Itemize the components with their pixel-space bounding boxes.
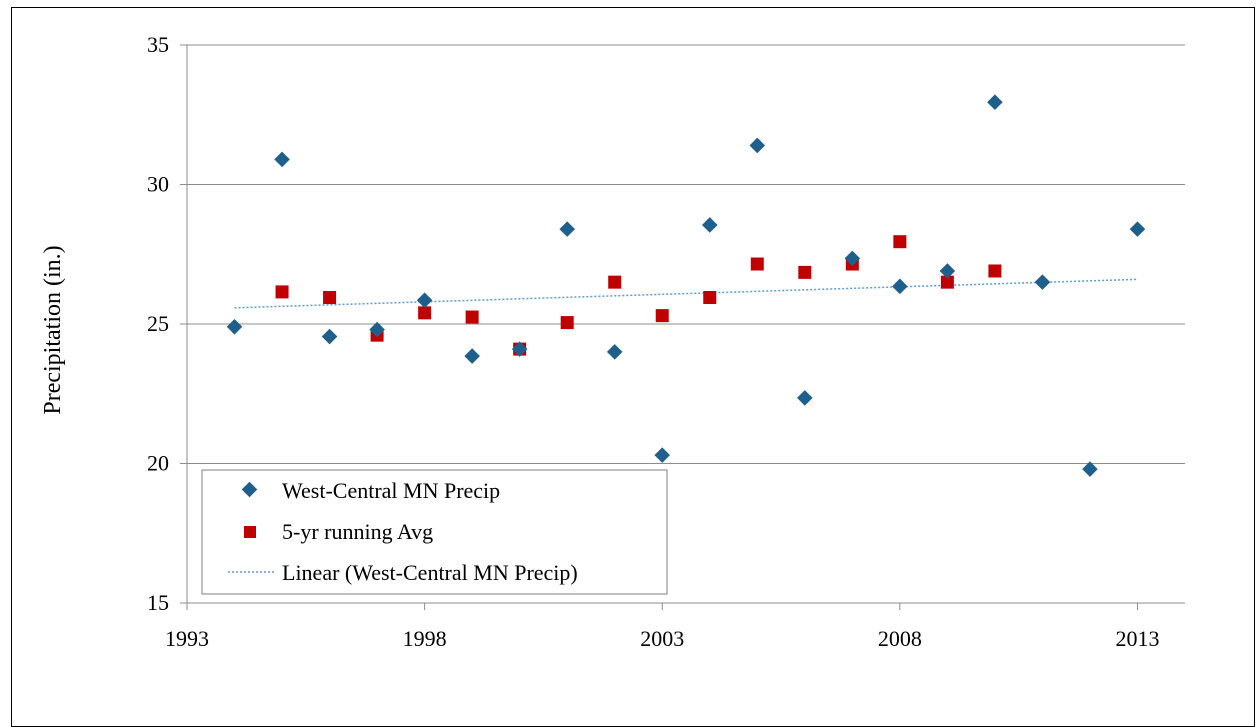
y-tick-labels: 15 20 25 30 35 — [147, 32, 169, 615]
x-tick-label-1993: 1993 — [165, 626, 209, 651]
precipitation-chart: 15 20 25 30 35 1993 1998 2003 2008 2013 Precipit… — [40, 32, 1185, 651]
legend-entry-precip: West-Central MN Precip — [241, 478, 500, 503]
precip-point-1994 — [226, 319, 243, 335]
data-marks — [226, 94, 1146, 477]
precip-point-2010 — [987, 94, 1003, 110]
y-tick-label-30: 30 — [147, 172, 169, 197]
legend-diamond-icon — [241, 481, 258, 498]
legend-label-linear: Linear (West-Central MN Precip) — [282, 560, 578, 585]
precip-point-2004 — [701, 217, 718, 233]
legend-square-icon — [244, 526, 256, 538]
y-axis-title: Precipitation (in.) — [40, 245, 66, 414]
running-avg-point-1999 — [465, 310, 479, 324]
precip-point-2003 — [654, 447, 671, 463]
legend-label-precip: West-Central MN Precip — [282, 478, 500, 503]
x-tick-label-1998: 1998 — [403, 626, 447, 651]
x-tick-labels: 1993 1998 2003 2008 2013 — [165, 626, 1159, 651]
x-tick-label-2013: 2013 — [1115, 626, 1159, 651]
gridlines — [187, 44, 1185, 464]
precip-point-2002 — [606, 344, 623, 360]
x-tick-label-2008: 2008 — [878, 626, 922, 651]
running-avg-point-1996 — [323, 290, 337, 304]
precip-point-1996 — [321, 328, 338, 345]
precip-point-2008 — [892, 278, 908, 295]
y-tick-label-25: 25 — [147, 311, 169, 336]
legend-label-running-avg: 5-yr running Avg — [282, 519, 433, 544]
precip-point-2013 — [1129, 221, 1146, 237]
legend-box — [201, 469, 668, 595]
precip-point-2001 — [559, 221, 575, 237]
running-avg-point-2002 — [608, 275, 622, 289]
y-tick-label-35: 35 — [147, 32, 169, 57]
running-avg-point-2008 — [893, 235, 907, 249]
y-tick-label-20: 20 — [147, 451, 169, 476]
trendline — [234, 278, 1138, 309]
precip-point-1995 — [274, 151, 290, 168]
running-avg-point-1995 — [275, 285, 289, 299]
precip-point-2012 — [1082, 461, 1098, 477]
running-avg-point-2010 — [988, 264, 1002, 278]
legend-entry-linear: Linear (West-Central MN Precip) — [228, 560, 578, 585]
legend: West-Central MN Precip 5-yr running Avg … — [201, 469, 668, 595]
running-avg-point-2003 — [655, 309, 669, 323]
precip-point-2005 — [749, 137, 766, 154]
running-avg-point-2005 — [750, 257, 764, 271]
running-avg-point-1998 — [418, 306, 432, 320]
precip-point-2011 — [1034, 274, 1051, 290]
legend-entry-running-avg: 5-yr running Avg — [244, 519, 433, 544]
precip-point-1999 — [464, 348, 480, 364]
precip-point-2006 — [797, 390, 813, 406]
running-avg-point-2009 — [940, 275, 954, 289]
axes — [180, 44, 1185, 610]
y-tick-label-15: 15 — [147, 590, 169, 615]
x-tick-label-2003: 2003 — [640, 626, 684, 651]
running-avg-point-2006 — [798, 265, 812, 279]
running-avg-point-2004 — [703, 290, 717, 304]
precip-point-1998 — [416, 292, 433, 309]
running-avg-point-2001 — [560, 316, 574, 330]
